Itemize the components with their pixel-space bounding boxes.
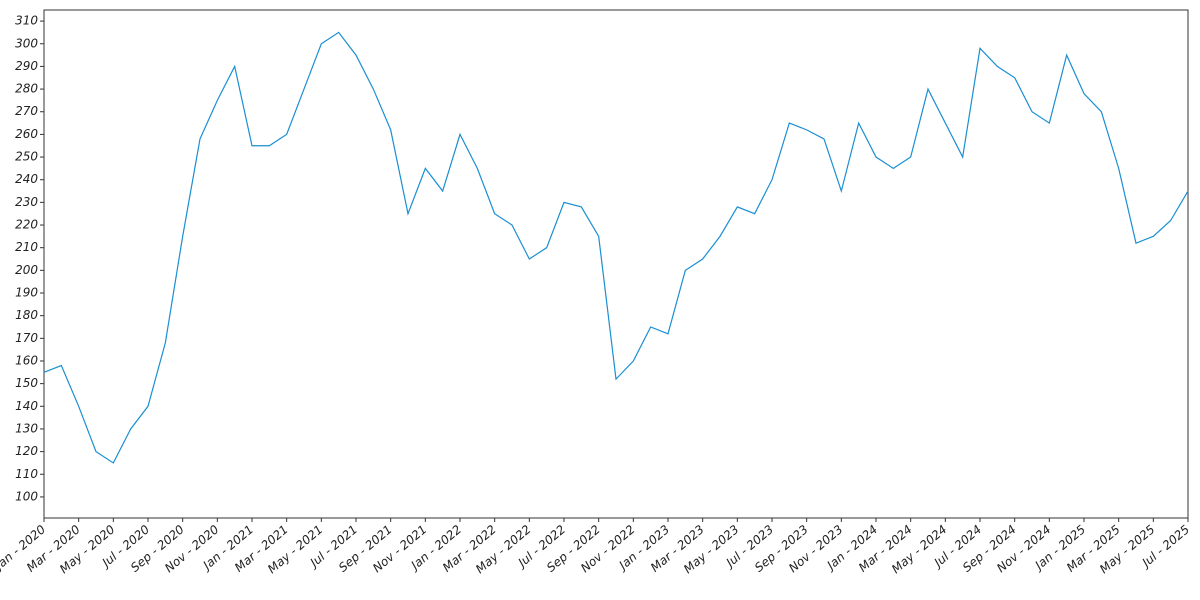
y-tick-label: 230: [15, 195, 38, 209]
y-tick-label: 300: [15, 36, 38, 50]
y-tick-label: 310: [15, 14, 38, 28]
y-tick-label: 260: [15, 127, 38, 141]
y-tick-label: 190: [15, 286, 38, 300]
y-tick-label: 290: [15, 59, 38, 73]
y-tick-label: 150: [15, 376, 38, 390]
y-tick-label: 250: [15, 150, 38, 164]
plot-frame: [43, 9, 1189, 519]
y-tick-label: 170: [15, 331, 38, 345]
y-tick-label: 180: [15, 308, 38, 322]
y-tick-label: 270: [15, 104, 38, 118]
y-tick-label: 120: [15, 444, 38, 458]
y-tick-label: 200: [15, 263, 38, 277]
y-tick-label: 160: [15, 353, 38, 367]
y-tick-label: 210: [15, 240, 38, 254]
y-tick-label: 110: [15, 467, 38, 481]
y-tick-label: 130: [15, 421, 38, 435]
price-line: [43, 31, 1189, 464]
y-tick-label: 240: [15, 172, 38, 186]
y-tick-label: 220: [15, 218, 38, 232]
y-tick-label: 280: [15, 82, 38, 96]
y-tick-label: 100: [15, 489, 38, 503]
y-tick-label: 140: [15, 399, 38, 413]
